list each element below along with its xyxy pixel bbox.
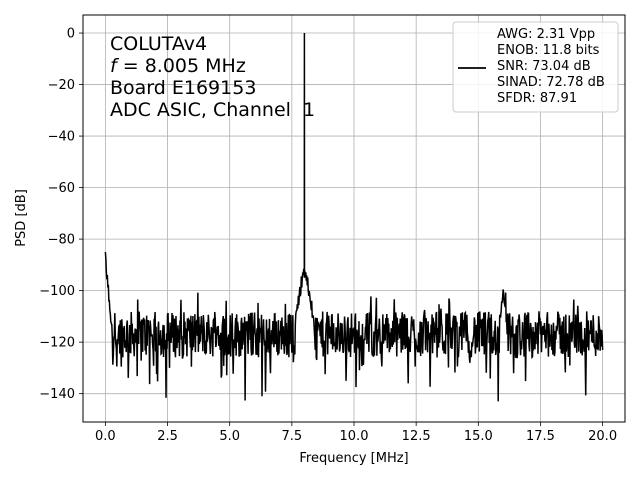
psd-series-line (104, 33, 604, 402)
annotation-block: COLUTAv4 f = 8.005 MHz Board E169153 ADC… (110, 33, 315, 121)
y-tick-label: −140 (39, 387, 75, 402)
legend-line-3: SNR: 73.04 dB (497, 59, 591, 74)
x-tick-label: 17.5 (526, 429, 555, 444)
legend-line-2: ENOB: 11.8 bits (497, 43, 600, 58)
x-tick-label: 10.0 (340, 429, 369, 444)
y-tick-label: −120 (39, 336, 75, 351)
x-axis-label: Frequency [MHz] (299, 451, 408, 466)
y-tick-label: −40 (48, 130, 75, 145)
annotation-line-1: COLUTAv4 (110, 33, 207, 55)
y-tick-label: −20 (48, 78, 75, 93)
x-tick-label: 12.5 (402, 429, 431, 444)
x-tick-label: 20.0 (588, 429, 617, 444)
legend-line-1: AWG: 2.31 Vpp (497, 27, 595, 42)
legend-line-5: SFDR: 87.91 (497, 91, 577, 106)
annotation-line-4: ADC ASIC, Channel 1 (110, 99, 315, 121)
annotation-line-2: f = 8.005 MHz (110, 55, 246, 77)
plot-area (104, 33, 604, 402)
x-axis-ticks: 0.0 2.5 5.0 7.5 10.0 12.5 15.0 17.5 20.0 (95, 422, 617, 444)
x-tick-label: 2.5 (157, 429, 178, 444)
y-axis-ticks: 0 −20 −40 −60 −80 −100 −120 −140 (39, 27, 83, 402)
annotation-line-3: Board E169153 (110, 77, 256, 99)
legend-box (452, 21, 619, 113)
y-tick-label: 0 (67, 27, 75, 42)
annotation-frequency-symbol: f (110, 55, 120, 77)
x-tick-label: 0.0 (95, 429, 116, 444)
y-tick-label: −80 (48, 233, 75, 248)
legend: AWG: 2.31 Vpp ENOB: 11.8 bits SNR: 73.04… (452, 21, 619, 113)
y-tick-label: −100 (39, 284, 75, 299)
y-axis-label: PSD [dB] (14, 189, 29, 247)
x-tick-label: 7.5 (282, 429, 303, 444)
y-tick-label: −60 (48, 181, 75, 196)
x-tick-label: 5.0 (219, 429, 240, 444)
x-tick-label: 15.0 (464, 429, 493, 444)
annotation-frequency-value: = 8.005 MHz (117, 55, 246, 77)
legend-line-4: SINAD: 72.78 dB (497, 75, 605, 90)
